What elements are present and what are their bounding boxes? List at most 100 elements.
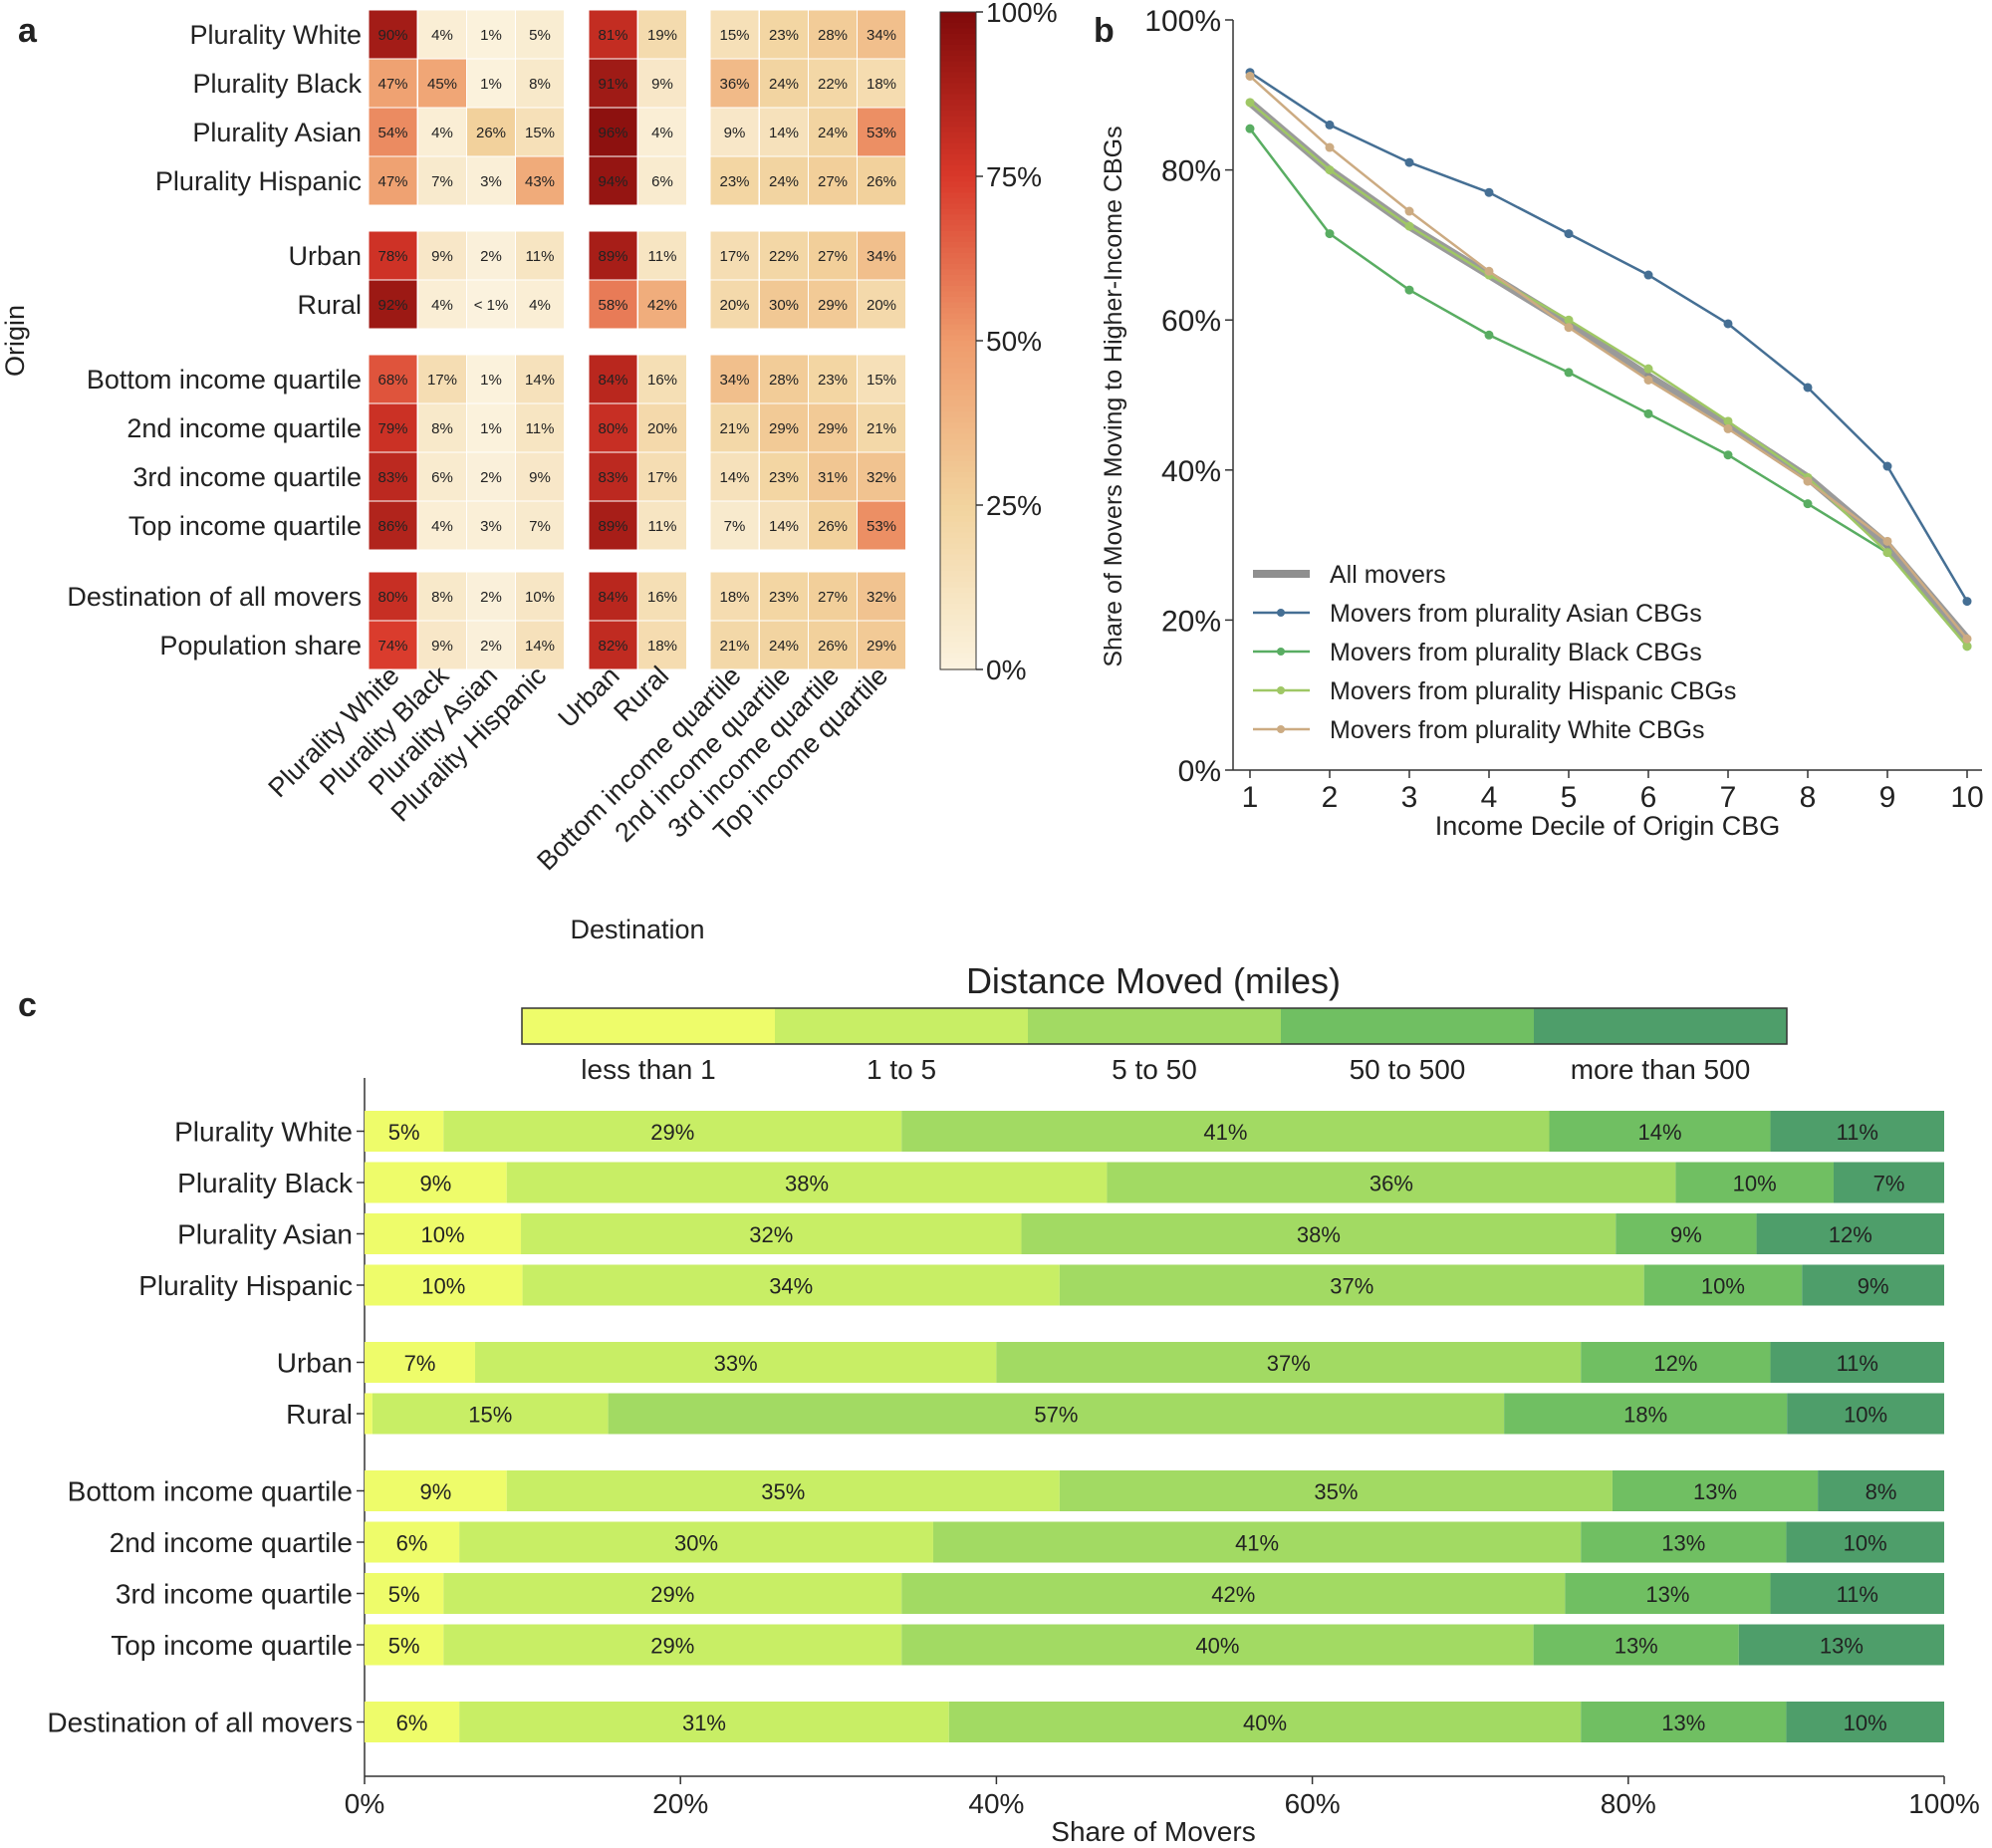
heat-cell-label: 91%	[598, 76, 627, 93]
heat-cell-label: 2%	[480, 638, 502, 655]
colorbar-segment	[940, 659, 976, 665]
bar-segment-bottom-income-quartile-1-to-5	[506, 1470, 1060, 1511]
heat-cell-label: 81%	[598, 27, 627, 44]
heat-cell-plurality-hispanic-to-plurality-hispanic	[515, 155, 565, 206]
colorbar-segment	[940, 253, 976, 260]
heat-row-label-plurality-hispanic: Plurality Hispanic	[155, 166, 362, 196]
heat-cell-destination-of-all-movers-to-plurality-hispanic	[515, 571, 565, 622]
heat-cell-destination-of-all-movers-to-plurality-asian	[466, 571, 516, 622]
colorbar-segment	[940, 461, 976, 468]
heat-cell-label: 26%	[818, 638, 848, 655]
colorbar-segment	[940, 127, 976, 133]
distance-legend-label-50-to-500: 50 to 500	[1350, 1054, 1466, 1085]
heat-cell-label: 79%	[377, 420, 407, 437]
heat-cell-label: 74%	[377, 638, 407, 655]
colorbar-segment	[940, 275, 976, 282]
bar-segment-label: 13%	[1661, 1531, 1705, 1556]
bar-segment-rural-5-to-50	[608, 1393, 1505, 1435]
colorbar-segment	[940, 598, 976, 605]
line-series-hispanic	[1249, 101, 1968, 648]
heat-cell-label: 20%	[867, 297, 896, 314]
heat-cell-label: 45%	[427, 76, 457, 93]
bar-segment-label: 11%	[1837, 1351, 1878, 1376]
bar-segment-top-income-quartile-more-than-500	[1738, 1624, 1944, 1666]
heat-row-label-rural: Rural	[297, 290, 362, 320]
bar-segment-3rd-income-quartile-5-to-50	[901, 1573, 1566, 1614]
line-point-black	[1564, 368, 1574, 378]
heat-cell-label: 15%	[867, 372, 896, 389]
heat-cell-population-share-to-rural	[637, 620, 687, 670]
heat-cell-top-income-quartile-to-rural	[637, 500, 687, 551]
legend-marker-hispanic	[1277, 686, 1285, 694]
bar-row-label-3rd-income-quartile: 3rd income quartile	[116, 1579, 353, 1610]
bar-row-label-plurality-black: Plurality Black	[177, 1168, 354, 1198]
bar-segment-label: 12%	[1653, 1351, 1697, 1376]
line-point-white	[1564, 323, 1574, 333]
heat-cell-3rd-income-quartile-to-plurality-asian	[466, 451, 516, 502]
colorbar-segment	[940, 626, 976, 633]
bar-segment-label: 29%	[650, 1120, 694, 1145]
heat-cell-label: 17%	[719, 248, 749, 265]
bar-segment-label: 29%	[650, 1582, 694, 1607]
line-x-tick-label: 6	[1640, 781, 1657, 814]
heat-cell-plurality-black-to-plurality-black	[417, 58, 467, 109]
bar-segment-destination-of-all-movers-5-to-50	[948, 1702, 1582, 1742]
heat-cell-label: 23%	[769, 469, 799, 486]
heat-cell-label: 28%	[818, 27, 848, 44]
heat-cell-urban-to-3rd-income-quartile	[808, 230, 858, 281]
colorbar-segment	[940, 604, 976, 611]
colorbar-segment	[940, 587, 976, 594]
colorbar-segment	[940, 34, 976, 41]
colorbar-segment	[940, 341, 976, 348]
bar-segment-label: 33%	[714, 1351, 758, 1376]
bar-segment-label: 34%	[769, 1274, 813, 1299]
heat-cell-3rd-income-quartile-to-bottom-income-quartile	[709, 451, 760, 502]
colorbar-segment	[940, 111, 976, 118]
heat-cell-label: 1%	[480, 420, 502, 437]
heat-cell-label: 2%	[480, 248, 502, 265]
heat-cell-label: 24%	[818, 125, 848, 141]
line-point-white	[1962, 634, 1972, 644]
bar-segment-label: 40%	[1243, 1711, 1287, 1735]
line-point-white	[1245, 71, 1255, 81]
heat-cell-top-income-quartile-to-3rd-income-quartile	[808, 500, 858, 551]
bar-segment-plurality-black-1-to-5	[506, 1162, 1108, 1203]
heat-cell-top-income-quartile-to-2nd-income-quartile	[759, 500, 809, 551]
line-series-all	[1247, 99, 1971, 642]
distance-legend-swatch-50-to-500	[1281, 1008, 1534, 1044]
bar-segment-top-income-quartile-50-to-500	[1533, 1624, 1739, 1666]
heat-cell-label: < 1%	[474, 297, 509, 314]
bar-segment-plurality-asian-less-than-1	[365, 1213, 522, 1254]
bar-segment-plurality-white-more-than-500	[1770, 1111, 1944, 1152]
heat-row-label-plurality-asian: Plurality Asian	[192, 118, 362, 147]
line-x-tick-label: 1	[1242, 781, 1259, 814]
colorbar-segment	[940, 571, 976, 578]
heat-row-label-plurality-white: Plurality White	[189, 20, 362, 50]
heat-cell-label: 9%	[651, 76, 673, 93]
bar-segment-top-income-quartile-less-than-1	[365, 1624, 444, 1666]
colorbar-segment	[940, 406, 976, 413]
heatmap-panel: 90% 4% 1% 5% 81% 19% 15% 23% 28% 34% Plurality Whi…	[0, 9, 906, 944]
heat-cell-label: 27%	[818, 173, 848, 190]
colorbar-segment	[940, 170, 976, 177]
heat-cell-plurality-hispanic-to-plurality-white	[368, 155, 418, 206]
heat-cell-label: 29%	[769, 420, 799, 437]
colorbar-segment	[940, 385, 976, 392]
heat-cell-label: 4%	[431, 27, 453, 44]
heat-cell-plurality-white-to-plurality-hispanic	[515, 9, 565, 60]
heat-cell-label: 86%	[377, 518, 407, 535]
heat-cell-plurality-black-to-rural	[637, 58, 687, 109]
bar-segment-2nd-income-quartile-less-than-1	[365, 1521, 460, 1563]
heat-cell-label: 89%	[598, 248, 627, 265]
bar-segment-label: 10%	[1844, 1711, 1887, 1735]
bar-segment-plurality-hispanic-5-to-50	[1059, 1264, 1644, 1306]
line-y-tick-label: 20%	[1161, 605, 1221, 638]
heat-cell-3rd-income-quartile-to-plurality-white	[368, 451, 418, 502]
colorbar-segment	[940, 543, 976, 550]
heat-cell-label: 24%	[769, 638, 799, 655]
bar-segment-label: 57%	[1034, 1403, 1078, 1428]
heat-row-label-population-share: Population share	[159, 631, 362, 660]
heat-cell-rural-to-urban	[588, 279, 638, 330]
colorbar-segment	[940, 116, 976, 123]
heat-cell-plurality-asian-to-plurality-hispanic	[515, 107, 565, 157]
